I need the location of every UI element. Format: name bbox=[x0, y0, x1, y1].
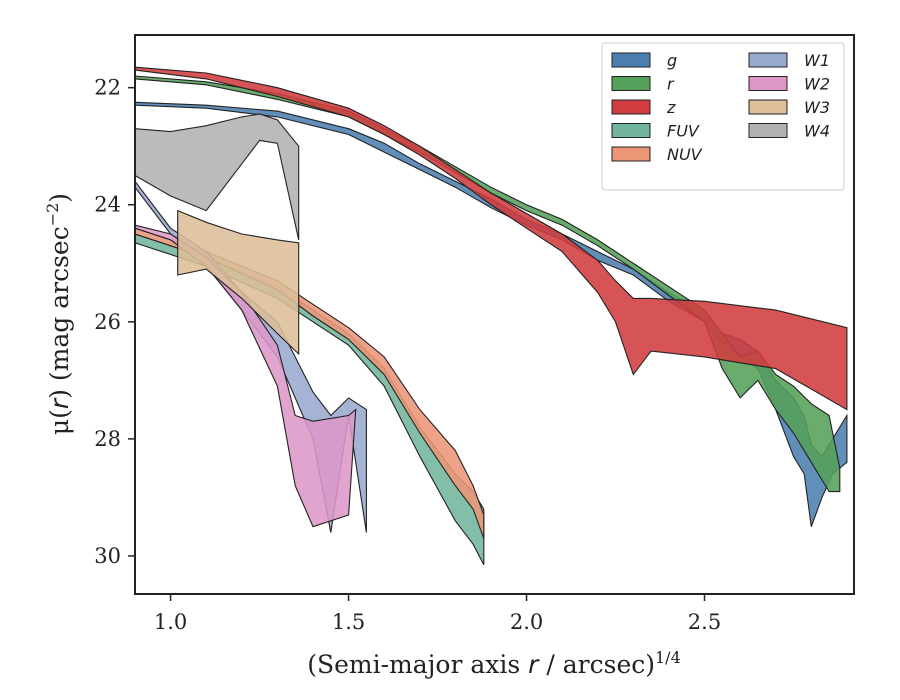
legend-label-fuv: FUV bbox=[667, 122, 700, 141]
y-tick-label: 22 bbox=[94, 76, 121, 100]
legend-label-r: r bbox=[667, 75, 675, 94]
band-w3 bbox=[177, 209, 300, 356]
series-bands bbox=[135, 66, 848, 565]
x-tick-label: 1.0 bbox=[154, 610, 187, 634]
legend: grz FUV NUV W1 W2 W3 W4 bbox=[601, 42, 845, 191]
y-tick-label: 28 bbox=[94, 427, 121, 451]
legend-swatch-r bbox=[611, 76, 651, 91]
legend-label-nuv: NUV bbox=[667, 145, 703, 164]
legend-swatch-nuv bbox=[611, 146, 651, 162]
legend-label-w2: W2 bbox=[804, 75, 830, 94]
x-tick-label: 2.5 bbox=[688, 610, 721, 634]
y-axis: 22 24 26 28 30 bbox=[94, 76, 135, 568]
x-tick-label: 1.5 bbox=[332, 610, 365, 634]
legend-label-w4: W4 bbox=[804, 122, 830, 141]
y-axis-label: μ(r) (mag arcsec−2) bbox=[43, 193, 74, 435]
legend-label-g: g bbox=[667, 51, 677, 70]
legend-swatch-w2 bbox=[748, 76, 788, 91]
plot-frame bbox=[134, 34, 855, 595]
legend-label-w3: W3 bbox=[804, 98, 830, 117]
x-tick-label: 2.0 bbox=[510, 610, 543, 634]
band-w4 bbox=[135, 113, 300, 241]
legend-swatch-z bbox=[611, 99, 651, 115]
legend-swatch-g bbox=[611, 52, 651, 68]
x-axis: 1.0 1.5 2.0 2.5 bbox=[154, 594, 721, 634]
band-z bbox=[135, 66, 848, 411]
x-axis-label: (Semi-major axis r / arcsec)1/4 bbox=[307, 648, 681, 679]
y-tick-label: 24 bbox=[94, 193, 121, 217]
y-tick-label: 30 bbox=[94, 544, 121, 568]
legend-swatch-w1 bbox=[748, 52, 788, 68]
legend-swatch-w4 bbox=[748, 123, 788, 138]
legend-swatch-w3 bbox=[748, 99, 788, 115]
legend-swatch-fuv bbox=[611, 123, 651, 138]
legend-label-z: z bbox=[666, 98, 676, 117]
y-tick-label: 26 bbox=[94, 310, 121, 334]
legend-label-w1: W1 bbox=[804, 51, 830, 70]
